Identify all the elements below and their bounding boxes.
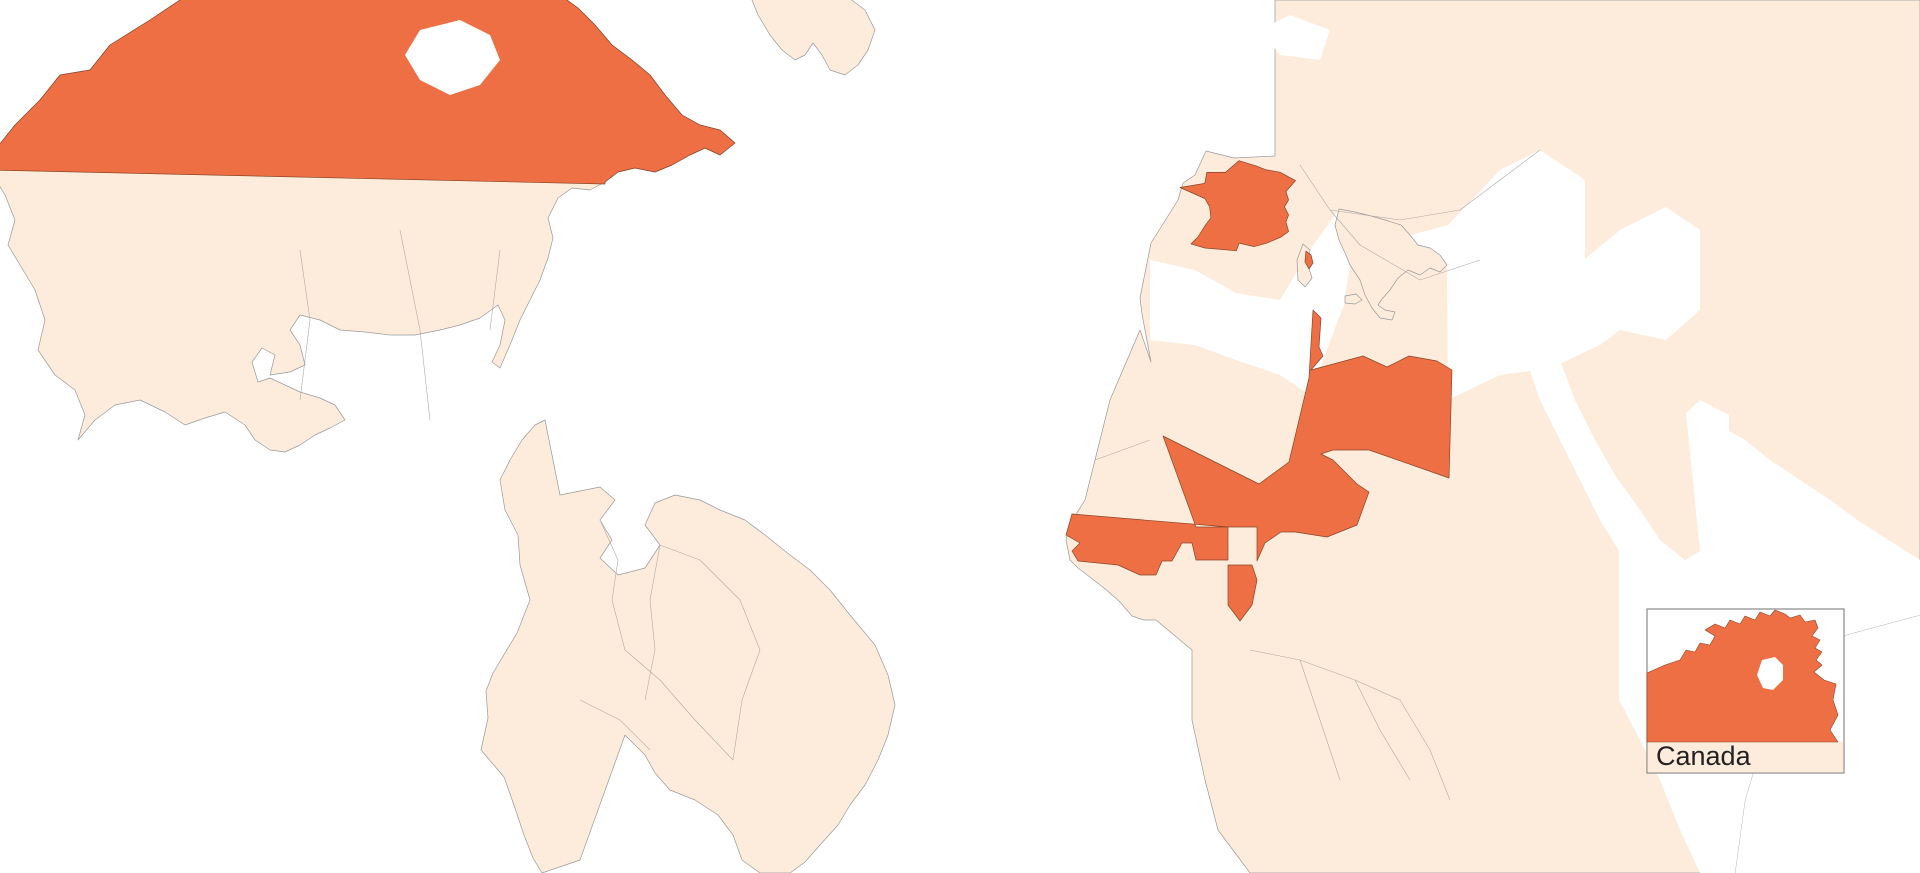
svg-text:Canada: Canada	[1656, 741, 1752, 771]
